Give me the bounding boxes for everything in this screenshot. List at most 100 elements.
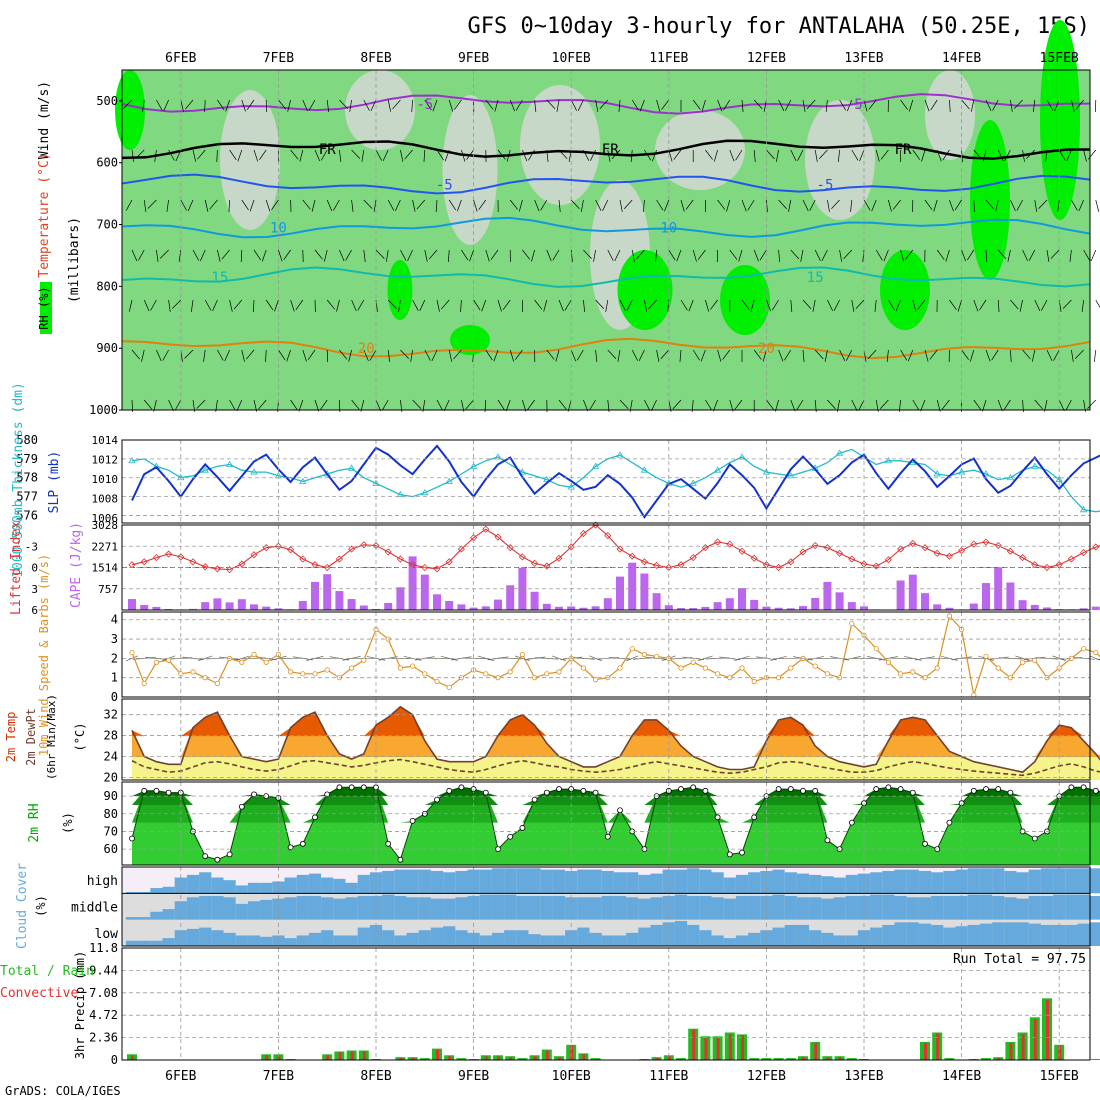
wind-barb	[831, 199, 840, 210]
wind-barb	[961, 349, 969, 360]
cloud-bar-low	[638, 927, 651, 946]
date-label-top: 13FEB	[844, 51, 883, 66]
cloud-bar-high	[443, 872, 456, 894]
thickness-tick-label: 577	[16, 490, 38, 504]
wind-barb	[1075, 99, 1084, 110]
lifted-marker	[1080, 549, 1088, 557]
cloud-bar-middle	[333, 898, 346, 920]
wind-barb	[924, 199, 933, 210]
rh-marker	[1080, 784, 1087, 791]
lifted-marker	[348, 545, 356, 553]
cape-bar	[616, 576, 624, 610]
wind-barb	[217, 349, 224, 361]
wind-barb	[785, 99, 792, 111]
wind-speed-marker	[824, 671, 831, 677]
rh-tick-label: 70	[104, 824, 118, 838]
cape-bar	[237, 599, 246, 610]
wind-barb	[509, 199, 518, 210]
wind-barb	[688, 299, 694, 312]
cloud-bar-high	[589, 869, 602, 894]
thickness-marker	[177, 473, 185, 481]
wind-barb	[1026, 149, 1036, 159]
wind-barb	[448, 99, 454, 112]
wind-barb	[564, 299, 572, 311]
wind-barb	[478, 199, 487, 210]
wind-barb	[159, 249, 169, 259]
rh-marker	[434, 796, 440, 803]
wind-barb	[424, 249, 428, 262]
wind-barb	[775, 149, 779, 162]
wind-barb	[141, 349, 145, 362]
wind-barb	[936, 249, 945, 260]
wind-tick-label: 1	[111, 671, 118, 685]
cloud-bar-low	[211, 930, 224, 946]
wind-barb	[448, 199, 457, 211]
isotherm-label: 10	[660, 221, 677, 237]
wind-barb	[410, 349, 413, 362]
thickness-marker	[884, 456, 893, 464]
cape-bar	[530, 591, 539, 610]
wind-barb	[407, 249, 413, 262]
wind-speed-marker	[788, 665, 794, 671]
wind-barb	[527, 399, 535, 410]
wind-speed-marker	[812, 663, 818, 669]
cape-bar	[933, 604, 942, 610]
wind-barb	[558, 149, 568, 160]
date-label-bottom: 11FEB	[649, 1069, 688, 1084]
pressure-tick-label: 500	[96, 94, 118, 108]
wind-barb	[518, 199, 523, 212]
rh-dry-patch	[520, 85, 600, 205]
precip-total-label: Total / Rain	[0, 964, 94, 979]
cloud-bar-low	[711, 935, 724, 946]
cloud-bar-middle	[906, 897, 919, 920]
wind-barb	[1090, 249, 1097, 262]
wind-barb	[522, 149, 528, 162]
lifted-marker	[848, 555, 856, 563]
pressure-tick-label: 800	[96, 279, 118, 293]
cape-bar	[201, 602, 210, 610]
wind-barb	[806, 99, 816, 110]
precip-convective-bar	[692, 1029, 696, 1060]
cloud-bar-high	[382, 870, 395, 894]
cloud-bar-low	[870, 927, 883, 946]
isotherm-label: FR	[602, 142, 619, 158]
wind-barb	[778, 99, 785, 111]
wind-speed-marker	[690, 659, 696, 665]
wind-barb	[154, 149, 157, 162]
date-label-bottom: 6FEB	[165, 1069, 196, 1084]
lifted-marker	[787, 558, 795, 566]
rh-marker	[800, 787, 806, 794]
precip-tick-label: 4.72	[89, 1008, 118, 1022]
wind-barb	[892, 199, 901, 210]
cloud-bar-middle	[723, 898, 736, 920]
cape-bar	[1091, 606, 1100, 610]
cloud-bar-low	[723, 938, 736, 946]
wind-barb	[741, 299, 750, 310]
pressure-tick-label: 700	[96, 218, 118, 232]
wind-barb	[631, 99, 639, 111]
date-label-bottom: 15FEB	[1040, 1069, 1079, 1084]
precip-convective-bar	[667, 1056, 671, 1060]
lifted-marker	[433, 565, 441, 573]
wind-barb	[583, 399, 589, 412]
cloud-bar-middle	[1028, 895, 1041, 920]
cloud-bar-high	[223, 880, 236, 894]
cloud-bar-high	[772, 869, 785, 894]
wind-barb	[824, 349, 828, 362]
cloud-bar-high	[321, 877, 334, 894]
wind-barb	[485, 349, 493, 361]
wind-barb	[299, 149, 304, 162]
cloud-level-label: middle	[71, 901, 118, 916]
wind-speed-marker	[751, 678, 757, 685]
dewpt-axis-label: 2m DewPt	[24, 708, 38, 766]
lifted-marker	[738, 547, 746, 555]
wind-barb	[778, 199, 787, 210]
precip-total-bar	[676, 1058, 686, 1060]
wind-barb	[570, 199, 580, 210]
wind-barb	[722, 349, 731, 360]
cloud-bar-high	[1004, 870, 1017, 894]
rh-frame	[121, 781, 1091, 866]
precip-convective-bar	[1033, 1019, 1037, 1060]
wind-barb	[875, 249, 883, 261]
labels-layer: 6FEB6FEB7FEB7FEB8FEB8FEB9FEB9FEB10FEB10F…	[0, 51, 1086, 1084]
